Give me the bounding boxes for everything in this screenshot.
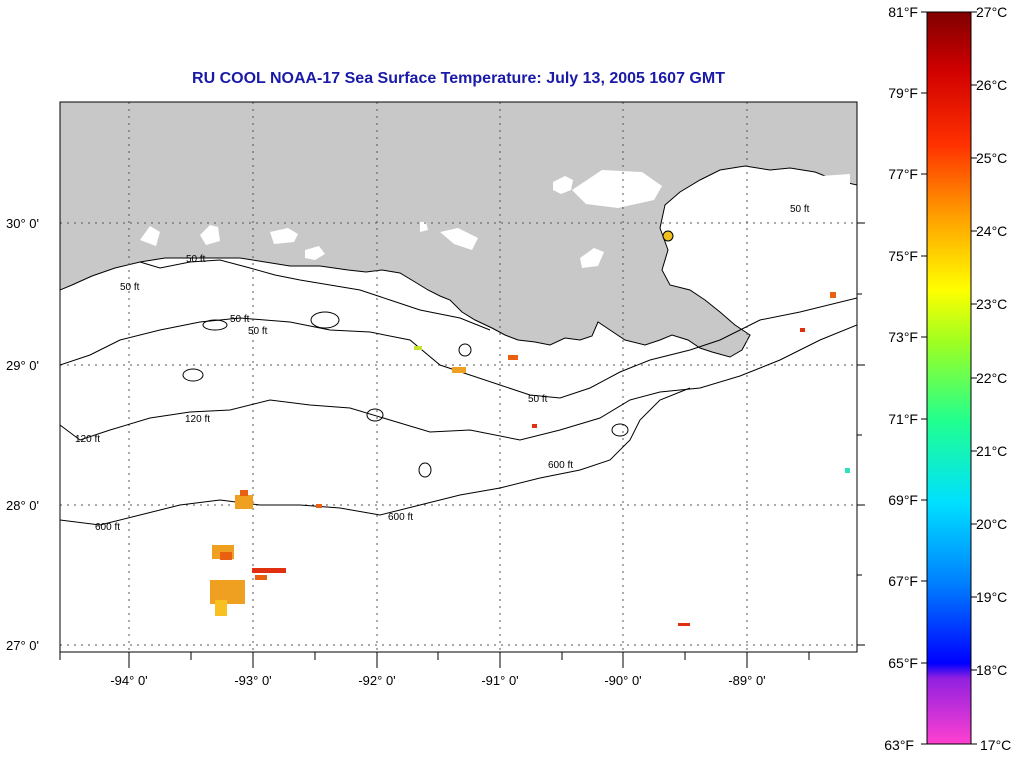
- lon-label: -90° 0': [604, 673, 641, 688]
- contour-label-600ft: 600 ft: [95, 522, 120, 533]
- contour-label-600ft: 600 ft: [388, 512, 413, 523]
- map-title: RU COOL NOAA-17 Sea Surface Temperature:…: [192, 70, 725, 87]
- colorbar-f-label: 81°F: [888, 4, 918, 20]
- colorbar-c-label: 25°C: [976, 150, 1007, 166]
- lon-label: -91° 0': [481, 673, 518, 688]
- colorbar-fahrenheit-labels: 81°F 79°F 77°F 75°F 73°F 71°F 69°F 67°F …: [884, 4, 918, 753]
- colorbar-c-label: 27°C: [976, 4, 1007, 20]
- colorbar-f-label: 77°F: [888, 166, 918, 182]
- colorbar-ticks: [921, 11, 977, 745]
- colorbar-c-label: 19°C: [976, 589, 1007, 605]
- colorbar-c-label: 17°C: [980, 737, 1011, 753]
- colorbar-f-label: 73°F: [888, 329, 918, 345]
- cloud-patches: [140, 170, 850, 284]
- depth-contours: [60, 259, 857, 526]
- colorbar-c-label: 26°C: [976, 77, 1007, 93]
- lon-label: -94° 0': [110, 673, 147, 688]
- colorbar-f-label: 75°F: [888, 248, 918, 264]
- colorbar-f-label: 63°F: [884, 737, 914, 753]
- colorbar-f-label: 65°F: [888, 655, 918, 671]
- sst-patches: [210, 292, 850, 626]
- colorbar-f-label: 69°F: [888, 492, 918, 508]
- lat-label: 27° 0': [6, 638, 39, 653]
- lat-label: 29° 0': [6, 358, 39, 373]
- contour-label-50ft: 50 ft: [120, 282, 140, 293]
- colorbar-f-label: 71°F: [888, 411, 918, 427]
- colorbar-f-label: 67°F: [888, 573, 918, 589]
- colorbar-celsius-labels: 27°C 26°C 25°C 24°C 23°C 22°C 21°C 20°C …: [976, 4, 1011, 753]
- colorbar-c-label: 18°C: [976, 662, 1007, 678]
- contour-label-50ft: 50 ft: [790, 204, 810, 215]
- lon-label: -92° 0': [358, 673, 395, 688]
- colorbar-c-label: 24°C: [976, 223, 1007, 239]
- contour-label-50ft: 50 ft: [528, 394, 548, 405]
- colorbar-c-label: 23°C: [976, 296, 1007, 312]
- lon-label: -93° 0': [234, 673, 271, 688]
- longitude-labels: -94° 0' -93° 0' -92° 0' -91° 0' -90° 0' …: [110, 673, 765, 688]
- contour-label-120ft: 120 ft: [185, 414, 210, 425]
- latitude-labels: 30° 0' 29° 0' 28° 0' 27° 0': [6, 216, 39, 653]
- colorbar-c-label: 22°C: [976, 370, 1007, 386]
- contour-label-50ft: 50 ft: [186, 254, 206, 265]
- contour-label-50ft: 50 ft: [248, 326, 268, 337]
- colorbar-c-label: 20°C: [976, 516, 1007, 532]
- lat-label: 30° 0': [6, 216, 39, 231]
- graticule: [60, 102, 857, 652]
- colorbar: [926, 11, 972, 745]
- axis-ticks: [59, 222, 865, 668]
- contour-label-120ft: 120 ft: [75, 434, 100, 445]
- lon-label: -89° 0': [728, 673, 765, 688]
- colorbar-f-label: 79°F: [888, 85, 918, 101]
- colorbar-c-label: 21°C: [976, 443, 1007, 459]
- contour-label-600ft: 600 ft: [548, 460, 573, 471]
- land-spot: [662, 230, 674, 242]
- lat-label: 28° 0': [6, 498, 39, 513]
- contour-label-50ft: 50 ft: [230, 314, 250, 325]
- contour-labels: 50 ft 50 ft 50 ft 50 ft 50 ft 50 ft 120 …: [75, 204, 810, 533]
